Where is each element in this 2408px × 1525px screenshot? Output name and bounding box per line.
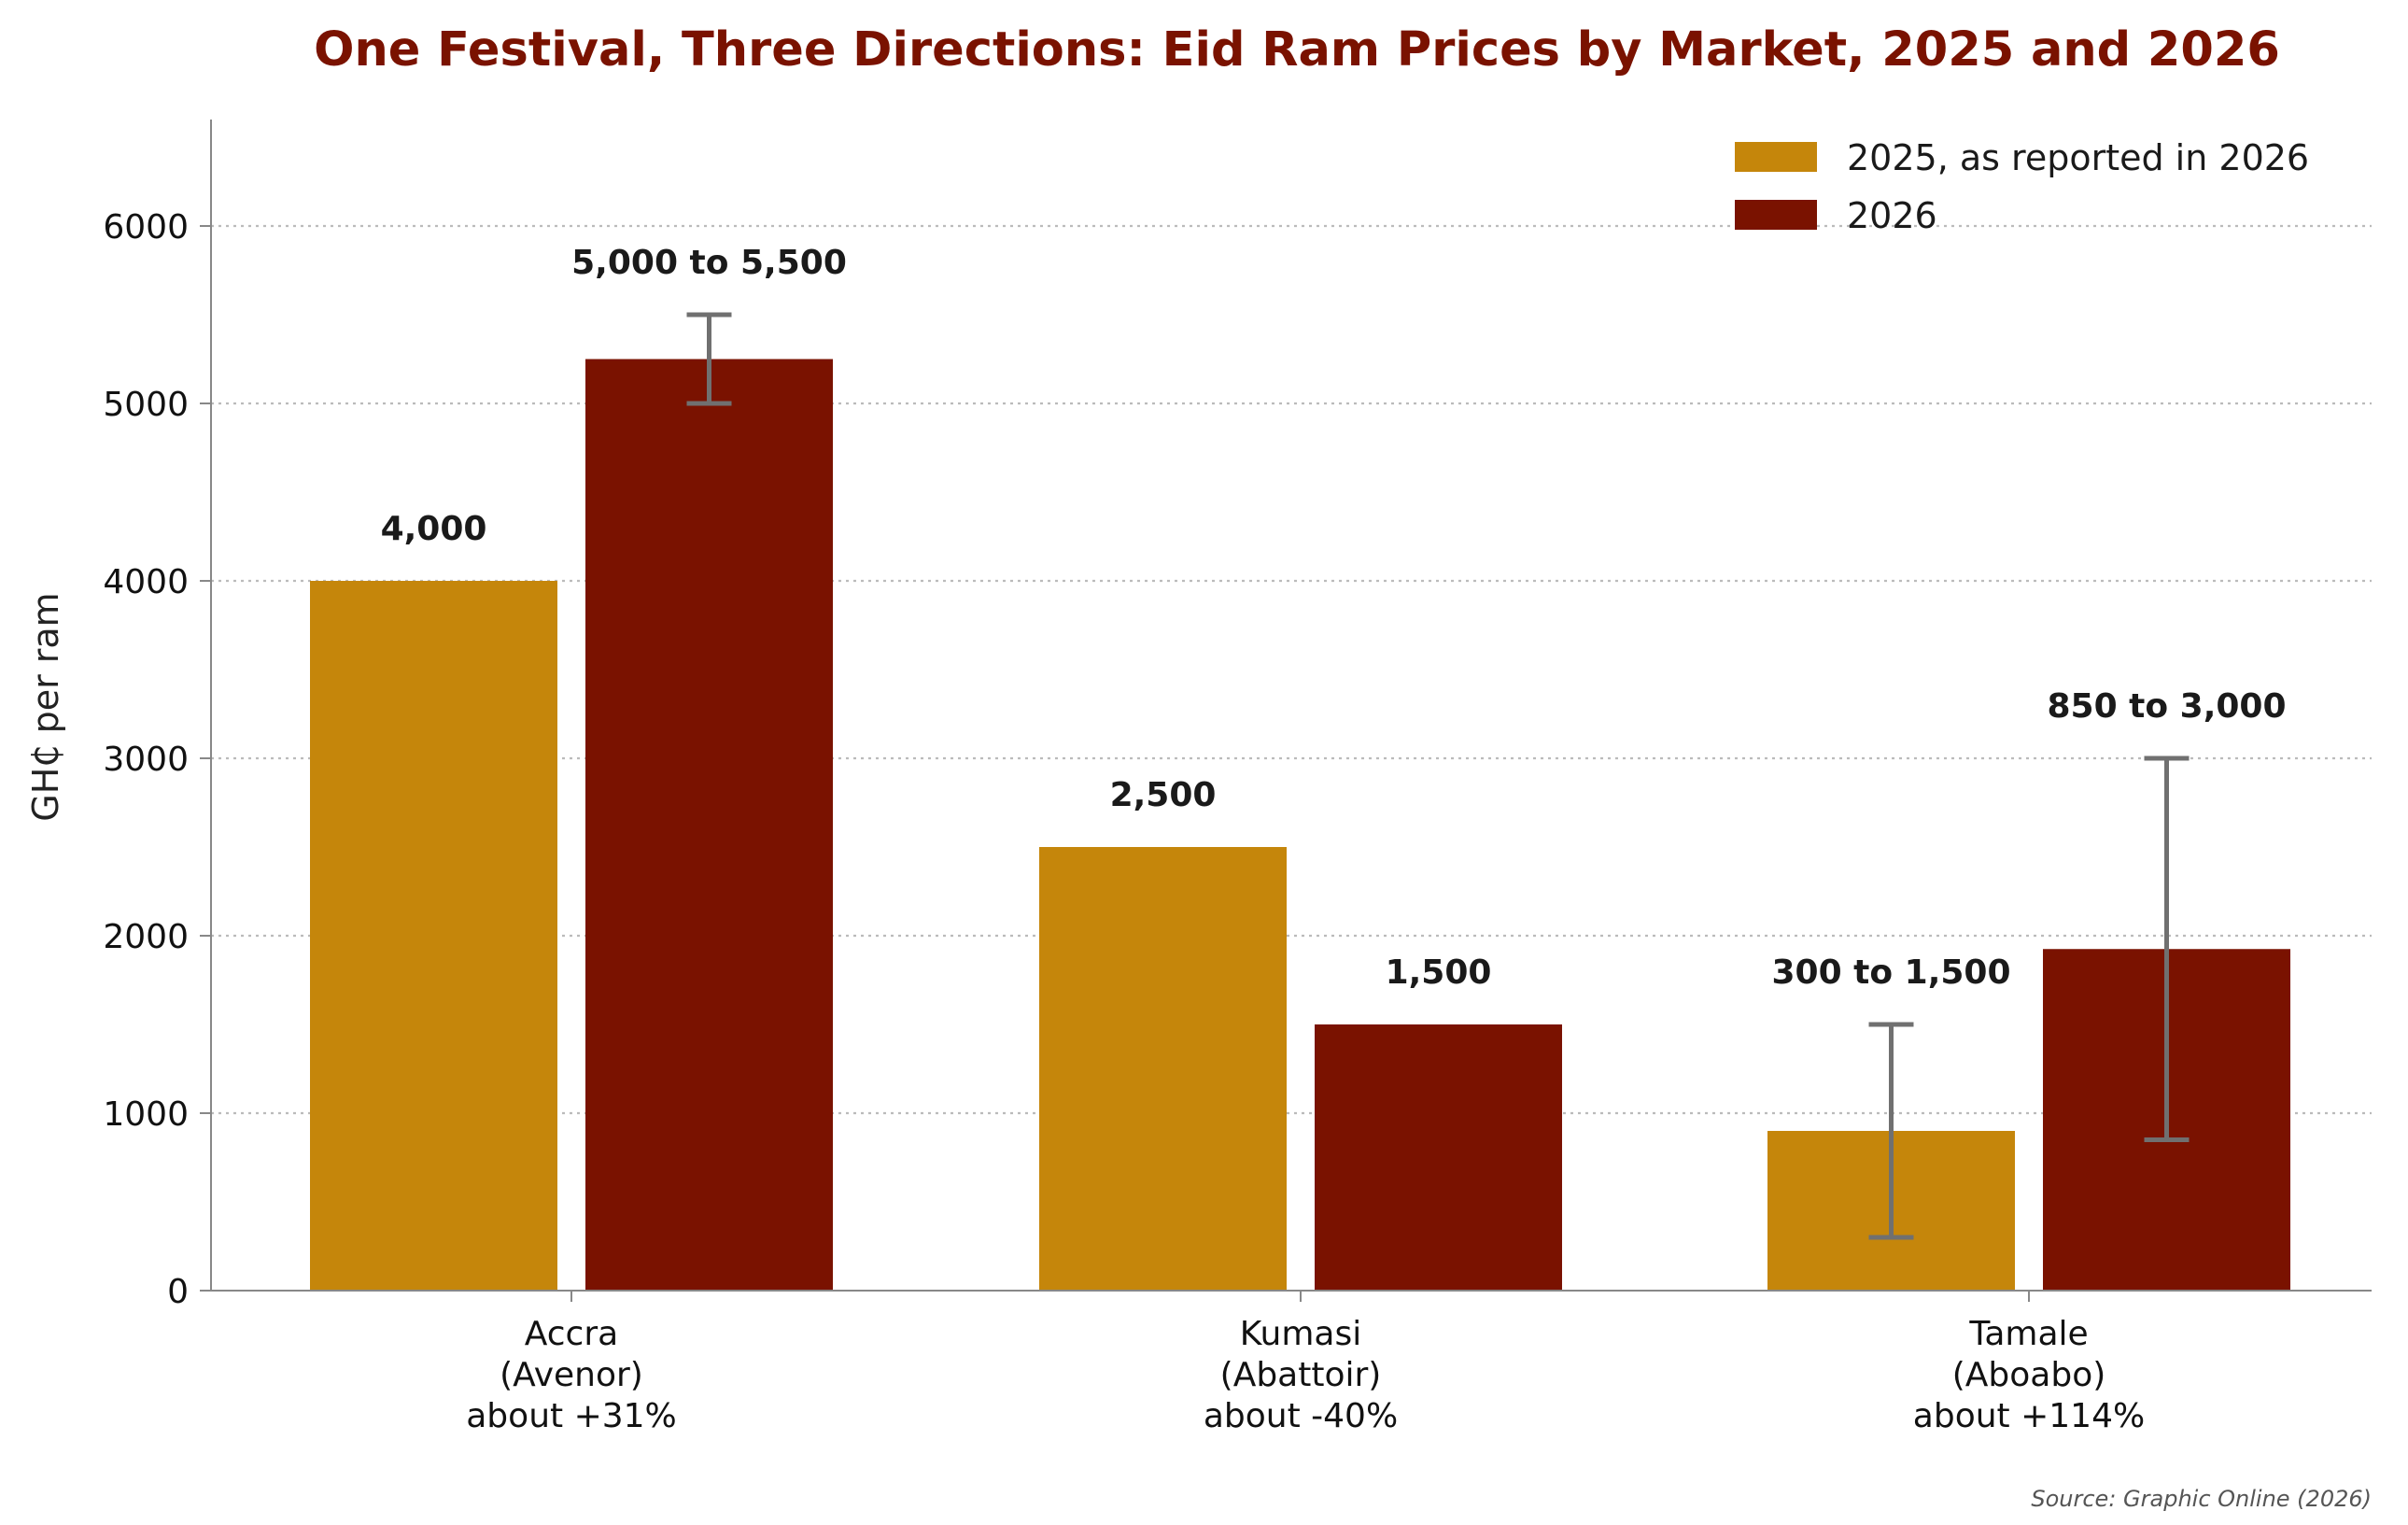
x-tick-label: Kumasi (Abattoir) about -40% <box>1204 1315 1398 1435</box>
data-label: 300 to 1,500 <box>1771 953 2010 992</box>
error-bar <box>686 312 732 406</box>
bars <box>310 359 2290 1291</box>
data-label: 850 to 3,000 <box>2047 687 2286 726</box>
legend-label: 2026 <box>1847 195 1937 236</box>
source-note: Source: Graphic Online (2026) <box>2031 1486 2372 1512</box>
legend-label: 2025, as reported in 2026 <box>1847 137 2309 178</box>
error-bar <box>2144 755 2190 1142</box>
y-tick-label: 4000 <box>103 563 189 601</box>
data-labels: 4,000 2,500 300 to 1,500 5,000 to 5,500 1,50… <box>381 244 2287 992</box>
error-bar <box>1868 1022 1914 1240</box>
bar-2025-0 <box>310 581 557 1291</box>
x-ticks: Accra (Avenor) about +31% Kumasi (Abattoir) a… <box>466 1291 2145 1435</box>
y-tick-label: 1000 <box>103 1095 189 1134</box>
bar-2026-0 <box>585 359 833 1291</box>
bar-2025-1 <box>1039 847 1287 1291</box>
legend: 2025, as reported in 2026 2026 <box>1735 137 2309 236</box>
y-tick-label: 0 <box>167 1273 189 1311</box>
gridlines <box>211 224 2372 1115</box>
data-label: 1,500 <box>1386 953 1492 992</box>
data-label: 4,000 <box>381 510 487 548</box>
chart-title: One Festival, Three Directions: Eid Ram … <box>314 22 2280 78</box>
y-ticks: 0 1000 2000 3000 4000 5000 6000 <box>103 208 211 1311</box>
data-label: 2,500 <box>1110 776 1217 814</box>
y-tick-label: 3000 <box>103 741 189 779</box>
x-tick-label: Accra (Avenor) about +31% <box>466 1315 677 1435</box>
legend-swatch-2026 <box>1735 200 1817 230</box>
bar-2026-1 <box>1315 1024 1562 1291</box>
y-tick-label: 2000 <box>103 918 189 956</box>
y-tick-label: 6000 <box>103 208 189 247</box>
y-tick-label: 5000 <box>103 386 189 424</box>
x-tick-label: Tamale (Aboabo) about +114% <box>1913 1315 2145 1435</box>
error-bars <box>686 312 2190 1240</box>
legend-swatch-2025 <box>1735 142 1817 172</box>
data-label: 5,000 to 5,500 <box>571 244 847 282</box>
y-axis-label: GH₵ per ram <box>25 592 66 821</box>
